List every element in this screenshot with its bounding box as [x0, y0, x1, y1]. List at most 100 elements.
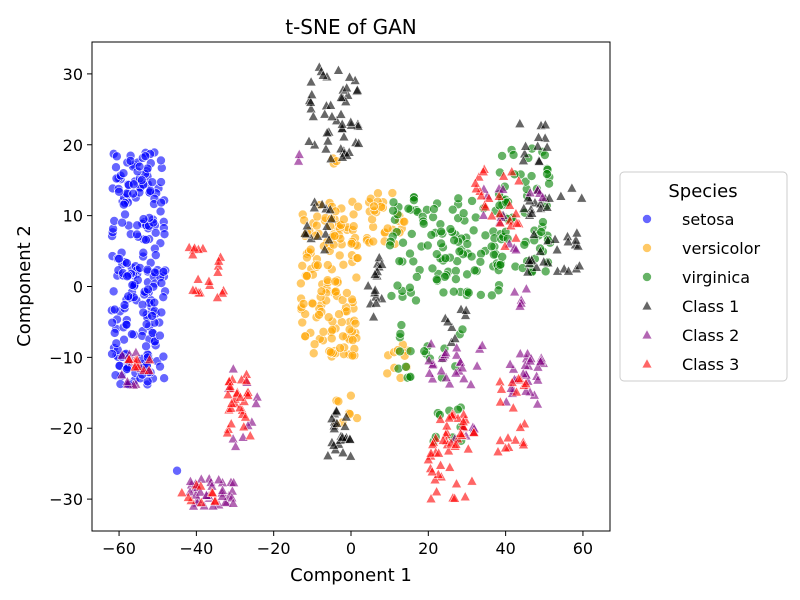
x-tick-label: 20 [418, 539, 438, 558]
data-point [123, 353, 135, 364]
data-point [122, 376, 133, 386]
data-point [107, 317, 118, 328]
data-point [476, 248, 486, 259]
data-point [367, 214, 377, 225]
data-point [431, 249, 442, 259]
data-point [427, 263, 438, 274]
data-point [352, 84, 363, 95]
data-point [109, 304, 120, 315]
data-point [212, 291, 223, 302]
data-point [301, 271, 312, 281]
data-point [431, 486, 442, 496]
data-point [339, 214, 349, 225]
y-axis: −30 −20 −10 0 10 20 30 [49, 65, 92, 509]
data-point [322, 450, 334, 460]
data-point [453, 193, 464, 204]
data-point [335, 108, 347, 119]
data-point [388, 197, 399, 208]
data-point [449, 492, 461, 503]
data-point [301, 220, 313, 231]
data-point [114, 253, 124, 264]
data-point [337, 447, 349, 457]
data-point [445, 224, 456, 234]
data-point [116, 369, 128, 379]
data-point [386, 291, 397, 301]
data-point [387, 188, 398, 198]
data-point [419, 346, 430, 356]
data-point [346, 390, 356, 401]
data-point [150, 267, 160, 278]
data-point [409, 195, 419, 205]
data-point [172, 465, 182, 476]
data-point [138, 214, 149, 224]
legend-item: Class 2 [641, 326, 739, 345]
data-point [108, 286, 119, 297]
data-point [451, 342, 463, 353]
data-point [305, 244, 316, 255]
data-point [436, 238, 446, 249]
data-point [326, 110, 338, 121]
data-point [540, 150, 550, 160]
legend-marker [642, 272, 652, 282]
data-point [511, 217, 523, 228]
data-point [514, 300, 526, 311]
data-point [429, 204, 439, 214]
data-point [504, 199, 516, 210]
data-point [155, 330, 165, 341]
data-point [494, 376, 506, 386]
data-point [469, 265, 480, 276]
data-point [150, 227, 161, 238]
data-point [555, 190, 567, 201]
data-point [209, 495, 221, 506]
data-point [494, 217, 506, 228]
data-point [147, 311, 157, 321]
data-point [458, 208, 469, 219]
data-point [423, 355, 435, 365]
data-point [225, 418, 237, 428]
data-point [373, 252, 385, 262]
data-point [142, 163, 153, 174]
data-point [465, 378, 477, 389]
data-point [311, 220, 322, 231]
data-point [541, 141, 553, 152]
data-point [348, 221, 359, 232]
data-point [334, 309, 344, 320]
data-point [405, 372, 416, 382]
data-point [478, 209, 489, 220]
data-point [128, 179, 139, 190]
data-point [123, 291, 134, 302]
data-point [328, 439, 340, 450]
data-point [138, 307, 149, 318]
data-point [217, 484, 228, 495]
data-point [520, 140, 531, 151]
data-point [141, 341, 151, 352]
data-point [514, 421, 526, 432]
data-point [320, 228, 331, 239]
legend-title: Species [668, 181, 737, 202]
data-point [321, 127, 333, 137]
data-point [526, 171, 537, 181]
data-point [187, 249, 199, 259]
data-point [353, 137, 365, 148]
data-point [224, 380, 236, 391]
data-point [509, 286, 520, 297]
data-point [514, 117, 526, 128]
data-point [522, 192, 534, 203]
data-point [323, 260, 333, 270]
data-point [111, 338, 122, 349]
legend-label: versicolor [682, 239, 760, 258]
data-point [325, 153, 337, 163]
data-point [460, 309, 471, 320]
data-point [244, 430, 256, 440]
data-point [234, 391, 246, 402]
data-point [138, 247, 149, 258]
data-point [470, 212, 481, 223]
data-point [149, 297, 160, 308]
data-point [382, 223, 393, 234]
data-point [536, 227, 547, 237]
data-point [242, 389, 254, 400]
data-point [122, 258, 132, 268]
data-point [119, 334, 129, 345]
data-point [433, 447, 445, 458]
data-point [424, 367, 435, 378]
